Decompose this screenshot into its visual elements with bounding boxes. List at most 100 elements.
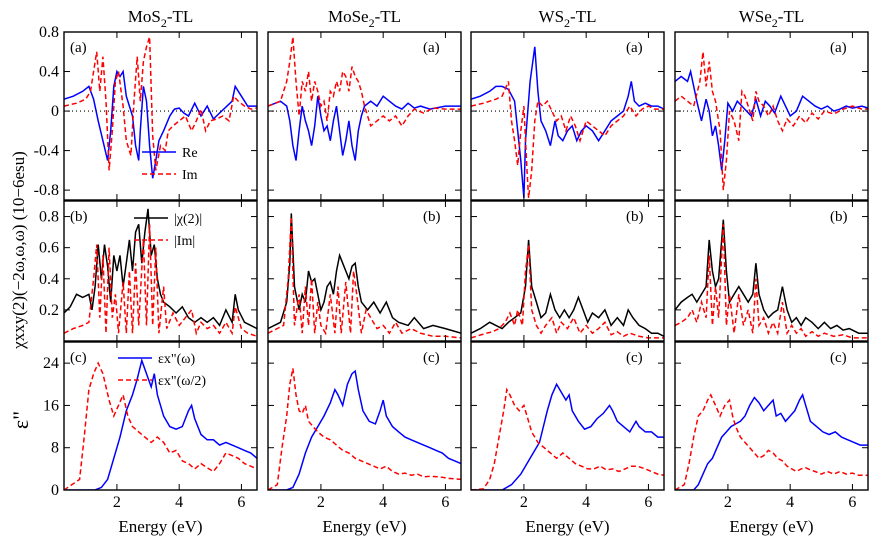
panel-ws2-tl-b: (b)	[470, 200, 665, 342]
series-im-line	[64, 36, 257, 171]
panel-mos2-tl-a: 0.8 0.4 0 -0.4 -0.8 (a)	[34, 24, 258, 201]
series--im--line	[471, 244, 664, 339]
panel-frame	[674, 200, 869, 342]
panel-title-mose2-tl: MoSe2-TL	[328, 7, 401, 30]
panel-wse2-tl-a: (a)	[674, 31, 869, 201]
x-tick-label: 4	[582, 494, 590, 511]
panel-label: (b)	[70, 209, 88, 225]
panel-title-ws2-tl: WS2-TL	[539, 7, 597, 30]
panel-frame	[470, 341, 665, 491]
panel-frame	[674, 31, 869, 201]
x-tick-label: 2	[520, 494, 528, 511]
panel-label: (c)	[830, 350, 847, 366]
y-axis-label-chi: χxxy(2)(−2ω,ω,ω) (10−6esu)	[9, 151, 28, 350]
legend-label: εx"(ω)	[158, 352, 195, 367]
y-tick-label: 0	[51, 482, 59, 499]
y-tick-label: 0.2	[39, 302, 59, 319]
panel-ws2-tl-c: 2 4 6 (c)	[470, 341, 665, 511]
y-tick-label: 8	[51, 440, 59, 457]
series--x--line	[471, 382, 664, 490]
x-axis-label: Energy (eV)	[322, 517, 406, 536]
legend-label: Im	[182, 168, 198, 183]
series--x--line	[268, 369, 461, 490]
x-tick-label: 6	[644, 494, 652, 511]
panel-frame	[267, 31, 462, 201]
legend-label: |χ(2)|	[174, 212, 202, 227]
x-tick-label: 4	[786, 494, 794, 511]
y-tick-label: 0.8	[39, 209, 59, 226]
y-tick-label: 16	[43, 397, 59, 414]
panel-frame	[470, 200, 665, 342]
y-tick-label: 24	[43, 355, 59, 372]
x-tick-label: 4	[379, 494, 387, 511]
series--im--line	[675, 224, 868, 339]
series--x--line	[64, 357, 257, 490]
series--x-2--line	[471, 387, 664, 490]
x-tick-label: 2	[317, 494, 325, 511]
panel-frame	[470, 31, 665, 201]
panel-mose2-tl-b: (b)	[267, 200, 462, 342]
panel-label: (b)	[830, 209, 848, 225]
panel-label: (b)	[626, 209, 644, 225]
y-tick-label: 0.6	[39, 240, 59, 257]
legend-label: |Im|	[174, 234, 195, 249]
y-tick-label: -0.8	[34, 182, 59, 199]
panel-frame	[267, 341, 462, 491]
series-im-line	[675, 51, 868, 191]
panel-frame	[267, 200, 462, 342]
series--im--line	[268, 216, 461, 339]
y-tick-label: 0.8	[39, 24, 59, 41]
x-tick-label: 6	[848, 494, 856, 511]
legend-label: Re	[182, 146, 198, 161]
series--x-2--line	[64, 361, 257, 490]
series--x-2--line	[675, 393, 868, 490]
legend-label: εx"(ω/2)	[158, 374, 206, 389]
y-tick-label: -0.4	[34, 143, 59, 160]
panel-title-wse2-tl: WSe2-TL	[739, 7, 804, 30]
x-tick-label: 6	[237, 494, 245, 511]
series--2--line	[268, 213, 461, 334]
panel-label: (c)	[423, 350, 440, 366]
panel-mos2-tl-b: 0.8 0.6 0.4 0.2 (b)	[39, 200, 258, 342]
panel-ws2-tl-a: (a)	[470, 31, 665, 201]
panel-mose2-tl-a: (a)	[267, 31, 462, 201]
panel-frame	[63, 341, 258, 491]
x-axis-label: Energy (eV)	[118, 517, 202, 536]
y-tick-label: 0.4	[39, 64, 59, 81]
series--im--line	[64, 224, 257, 338]
panel-frame	[63, 200, 258, 342]
panel-mose2-tl-c: 2 4 6 (c)	[267, 341, 462, 511]
panel-label: (a)	[423, 40, 440, 56]
panel-wse2-tl-c: 2 4 6 (c)	[674, 341, 869, 511]
panel-label: (a)	[70, 40, 87, 56]
series--x--line	[675, 393, 868, 490]
series-re-line	[675, 68, 868, 171]
series-re-line	[471, 46, 664, 199]
panel-label: (c)	[626, 350, 643, 366]
series-re-line	[64, 69, 257, 179]
x-tick-label: 2	[113, 494, 121, 511]
series--2--line	[471, 239, 664, 337]
series--2--line	[675, 219, 868, 334]
series-re-line	[268, 95, 461, 161]
y-tick-label: 0	[51, 103, 59, 120]
x-axis-label: Energy (eV)	[729, 517, 813, 536]
x-axis-label: Energy (eV)	[525, 517, 609, 536]
series--2--line	[64, 208, 257, 330]
x-tick-label: 2	[724, 494, 732, 511]
x-tick-label: 4	[175, 494, 183, 511]
panel-wse2-tl-b: (b)	[674, 200, 869, 342]
series--x-2--line	[268, 368, 461, 490]
panel-frame	[674, 341, 869, 491]
y-axis-label-eps: ε"	[8, 411, 33, 429]
panel-label: (a)	[626, 40, 643, 56]
series-im-line	[471, 81, 664, 199]
panel-frame	[63, 31, 258, 201]
panel-label: (b)	[423, 209, 441, 225]
panel-title-mos2-tl: MoS2-TL	[128, 7, 194, 30]
y-tick-label: 0.4	[39, 271, 59, 288]
x-tick-label: 6	[441, 494, 449, 511]
panel-label: (c)	[70, 350, 87, 366]
